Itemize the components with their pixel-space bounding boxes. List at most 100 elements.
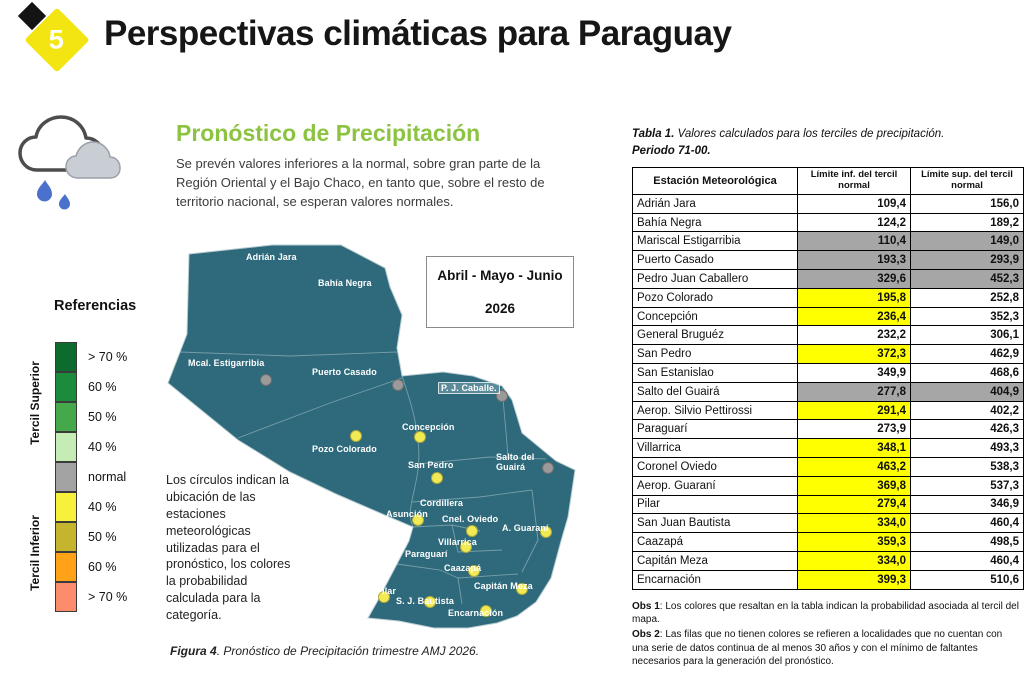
station-dot-yellow xyxy=(516,583,528,595)
map-label: A. Guaraní xyxy=(502,523,549,533)
station-name-cell: Aerop. Guaraní xyxy=(632,475,798,496)
sup-limit-cell: 404,9 xyxy=(910,381,1024,402)
map-label: Villarrica xyxy=(438,537,477,547)
legend-swatch xyxy=(55,551,77,582)
table-row: Puerto Casado 193,3 293,9 xyxy=(632,250,1024,271)
table-header-row: Estación Meteorológica Límite inf. del t… xyxy=(632,167,1024,195)
map-label: Concepción xyxy=(402,422,455,432)
stations-note-text: Los círculos indican la ubicación de las… xyxy=(166,473,291,622)
legend-label: 40 % xyxy=(88,440,117,454)
legend-swatch xyxy=(55,461,77,492)
legend-item: 40 % xyxy=(55,491,127,522)
station-name-cell: Capitán Meza xyxy=(632,550,798,571)
figure-caption: Figura 4. Pronóstico de Precipitación tr… xyxy=(170,644,479,658)
station-name-cell: San Estanislao xyxy=(632,363,798,383)
obs2-label: Obs 2 xyxy=(632,629,660,641)
obs2: Obs 2: Las filas que no tienen colores s… xyxy=(632,628,1020,668)
legend-label: 60 % xyxy=(88,560,117,574)
station-name-cell: Coronel Oviedo xyxy=(632,457,798,477)
sup-limit-cell: 510,6 xyxy=(910,569,1024,590)
map-label: Cordillera xyxy=(420,498,464,508)
table-row: Pedro Juan Caballero 329,6 452,3 xyxy=(632,269,1024,289)
legend-swatch xyxy=(55,431,77,462)
station-dot-yellow xyxy=(378,591,390,603)
inf-limit-cell: 372,3 xyxy=(797,344,911,365)
legend-label: > 70 % xyxy=(88,590,128,604)
sup-limit-cell: 352,3 xyxy=(910,306,1024,327)
sup-limit-cell: 149,0 xyxy=(910,231,1024,252)
period-year: 2026 xyxy=(484,301,516,316)
sup-limit-cell: 537,3 xyxy=(910,475,1024,496)
inf-limit-cell: 349,9 xyxy=(797,363,911,383)
legend-item: normal xyxy=(55,461,127,492)
gray-cloud xyxy=(65,141,121,179)
figure-caption-text: . Pronóstico de Precipitación trimestre … xyxy=(216,644,480,658)
map-label: Adrián Jara xyxy=(246,252,297,262)
station-dot-gray xyxy=(542,462,554,474)
header-inf-limit: Límite inf. del tercil normal xyxy=(797,167,911,195)
legend-label: 50 % xyxy=(88,410,117,424)
period-box: Abril - Mayo - Junio 2026 xyxy=(426,256,574,328)
inf-limit-cell: 232,2 xyxy=(797,325,911,346)
table-caption: Tabla 1. Valores calculados para los ter… xyxy=(632,126,1018,161)
table-row: Concepción 236,4 352,3 xyxy=(632,306,1024,327)
station-dot-yellow xyxy=(431,472,443,484)
legend-label: > 70 % xyxy=(88,350,128,364)
legend-scale: > 70 % 60 % 50 % 40 % normal 40 % 50 % 60 % > 70… xyxy=(55,341,128,612)
station-name-cell: Adrián Jara xyxy=(632,193,798,214)
table-row: Caazapá 359,3 498,5 xyxy=(632,532,1024,552)
legend-item: 60 % xyxy=(55,371,127,402)
station-name-cell: Mariscal Estigarribia xyxy=(632,231,798,252)
station-dot-yellow xyxy=(350,430,362,442)
inf-limit-cell: 329,6 xyxy=(797,269,911,289)
sup-limit-cell: 538,3 xyxy=(910,457,1024,477)
table-row: San Juan Bautista 334,0 460,4 xyxy=(632,513,1024,534)
sup-limit-cell: 252,8 xyxy=(910,287,1024,308)
station-name-cell: Paraguarí xyxy=(632,419,798,440)
slide-number: 5 xyxy=(49,24,65,55)
inf-limit-cell: 124,2 xyxy=(797,212,911,233)
period-months: Abril - Mayo - Junio xyxy=(437,268,563,283)
table-row: Salto del Guairá 277,8 404,9 xyxy=(632,381,1024,402)
table-row: Pilar 279,4 346,9 xyxy=(632,494,1024,515)
legend-item: 50 % xyxy=(55,401,127,432)
sup-limit-cell: 293,9 xyxy=(910,250,1024,271)
terciles-table: Estación Meteorológica Límite inf. del t… xyxy=(632,167,1024,590)
station-dot-yellow xyxy=(414,431,426,443)
station-name-cell: Pilar xyxy=(632,494,798,515)
table-caption-period: Periodo 71-00. xyxy=(632,145,711,158)
inf-limit-cell: 334,0 xyxy=(797,513,911,534)
station-name-cell: Salto del Guairá xyxy=(632,381,798,402)
table-row: Coronel Oviedo 463,2 538,3 xyxy=(632,457,1024,477)
paraguay-map: Abril - Mayo - Junio 2026 Adrián Jara Bah… xyxy=(150,240,590,640)
obs1-text: : Los colores que resaltan en la tabla i… xyxy=(632,601,1019,626)
station-dot-gray xyxy=(392,379,404,391)
map-label: P. J. Caballe. xyxy=(438,382,500,394)
station-name-cell: Concepción xyxy=(632,306,798,327)
station-name-cell: Pedro Juan Caballero xyxy=(632,269,798,289)
table-row: Encarnación 399,3 510,6 xyxy=(632,569,1024,590)
legend-item: 60 % xyxy=(55,551,127,582)
station-name-cell: Pozo Colorado xyxy=(632,287,798,308)
table-row: Aerop. Silvio Pettirossi 291,4 402,2 xyxy=(632,400,1024,421)
inf-limit-cell: 463,2 xyxy=(797,457,911,477)
legend-swatch xyxy=(55,341,77,372)
station-name-cell: Encarnación xyxy=(632,569,798,590)
inf-limit-cell: 359,3 xyxy=(797,532,911,552)
map-label: Paraguarí xyxy=(405,549,448,559)
map-label: Capitán Meza xyxy=(474,581,533,591)
table-row: Aerop. Guaraní 369,8 537,3 xyxy=(632,475,1024,496)
rain-drop-icon xyxy=(59,194,70,210)
section-title-precipitation: Pronóstico de Precipitación xyxy=(176,120,481,146)
inf-limit-cell: 193,3 xyxy=(797,250,911,271)
map-label: Encarnación xyxy=(448,608,504,618)
tercil-inferior-label: Tercil Inferior xyxy=(28,515,42,591)
header-sup-limit: Límite sup. del tercil normal xyxy=(910,167,1024,195)
sup-limit-cell: 156,0 xyxy=(910,193,1024,214)
terciles-table-body: Adrián Jara 109,4 156,0 Bahía Negra 124,2 189… xyxy=(632,193,1024,590)
map-label: Cnel. Oviedo xyxy=(442,514,499,524)
table-row: Villarrica 348,1 493,3 xyxy=(632,438,1024,458)
terciles-table-wrap: Estación Meteorológica Límite inf. del t… xyxy=(632,167,1024,590)
legend-swatch xyxy=(55,491,77,522)
